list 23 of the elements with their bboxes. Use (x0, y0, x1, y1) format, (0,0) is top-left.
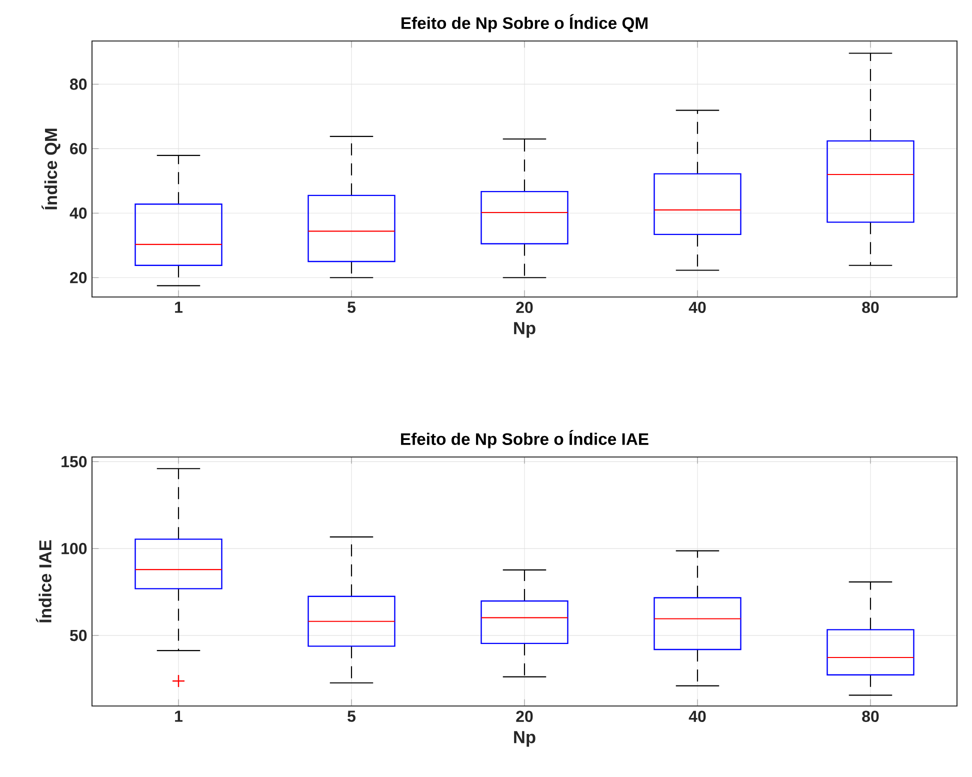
x-tick-label: 80 (862, 302, 879, 314)
x-tick-label: 1 (175, 710, 182, 722)
x-tick-label: 40 (688, 710, 706, 722)
y-axis-title: Índice QM (42, 128, 60, 210)
y-axis-title: Índice IAE (36, 540, 52, 623)
y-tick-label: 100 (62, 542, 87, 554)
y-tick-label: 60 (70, 143, 87, 154)
x-tick-label: 5 (348, 302, 356, 313)
x-tick-label: 80 (862, 710, 879, 722)
x-tick-label: 20 (516, 710, 533, 722)
x-axis-title: Np (514, 731, 536, 747)
y-tick-label: 80 (70, 78, 87, 90)
chart-title: Efeito de Np Sobre o Índice IAE (401, 430, 648, 448)
x-tick-label: 20 (516, 302, 533, 314)
y-tick-label: 40 (70, 208, 87, 219)
y-tick-label: 50 (70, 630, 87, 642)
y-tick-label: 150 (62, 456, 87, 468)
x-axis-title: Np (514, 322, 536, 338)
x-tick-label: 5 (348, 710, 356, 722)
chart-title: Efeito de Np Sobre o Índice QM (402, 14, 648, 32)
x-tick-label: 40 (688, 302, 706, 314)
y-tick-label: 20 (70, 272, 87, 284)
x-tick-label: 1 (175, 302, 182, 313)
